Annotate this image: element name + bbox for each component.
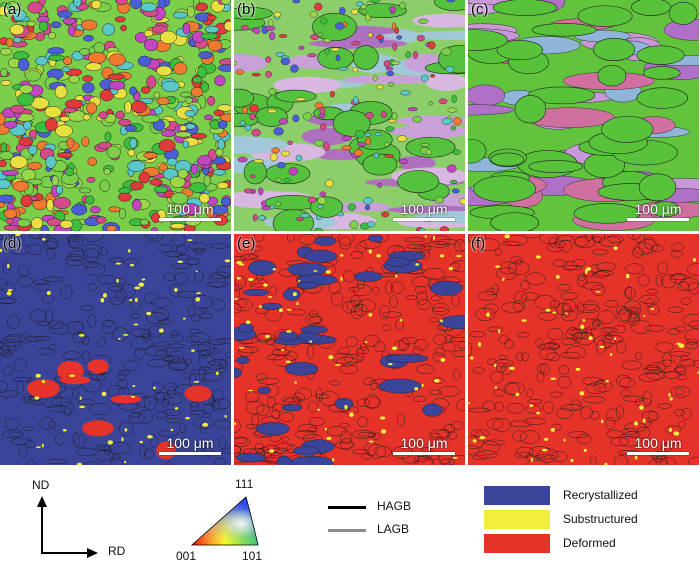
rd-axis-label: RD [108, 544, 126, 558]
scale-bar: 100 μm [159, 436, 221, 455]
ebsd-panel-d: (d) 100 μm [0, 234, 231, 465]
ebsd-panel-a: (a) 100 μm [0, 0, 231, 231]
phase-map [468, 234, 699, 465]
scale-bar-label: 100 μm [166, 435, 214, 451]
ipf-key-label-top: 111 [235, 477, 254, 491]
phase-map [234, 234, 465, 465]
substructured-swatch [484, 510, 550, 529]
scale-bar: 100 μm [393, 436, 455, 455]
ebsd-panel-e: (e) 100 μm [234, 234, 465, 465]
substructured-label: Substructured [563, 512, 638, 526]
scale-bar-line [159, 218, 221, 221]
scale-bar: 100 μm [627, 436, 689, 455]
scale-bar: 100 μm [627, 202, 689, 221]
ebsd-panel-f: (f) 100 μm [468, 234, 699, 465]
ipf-key-label-left: 001 [176, 549, 197, 563]
panel-label: (a) [3, 1, 22, 18]
scale-bar-label: 100 μm [634, 435, 682, 451]
scale-bar: 100 μm [159, 202, 221, 221]
ipf-color-key [190, 496, 259, 546]
lagb-label: LAGB [377, 522, 410, 536]
scale-bar: 100 μm [393, 202, 455, 221]
ipf-map [234, 0, 465, 231]
hagb-line-sample [328, 506, 366, 509]
ipf-key-label-right: 101 [242, 549, 263, 563]
panel-label: (d) [3, 235, 22, 252]
scale-bar-line [627, 452, 689, 455]
scale-bar-label: 100 μm [400, 435, 448, 451]
recrystallized-swatch [484, 486, 550, 505]
nd-axis-label: ND [32, 478, 50, 492]
recrystallized-label: Recrystallized [563, 488, 638, 502]
deformed-swatch [484, 534, 550, 553]
sample-axes [37, 496, 98, 558]
scale-bar-line [159, 452, 221, 455]
ipf-map [0, 0, 231, 231]
lagb-line-sample [328, 529, 366, 532]
phase-map [0, 234, 231, 465]
scale-bar-label: 100 μm [166, 201, 214, 217]
ebsd-panel-b: (b) 100 μm [234, 0, 465, 231]
scale-bar-line [393, 452, 455, 455]
scale-bar-line [627, 218, 689, 221]
panel-label: (f) [471, 235, 486, 252]
hagb-label: HAGB [377, 499, 412, 513]
ebsd-panel-c: (c) 100 μm [468, 0, 699, 231]
panel-label: (e) [237, 235, 256, 252]
scale-bar-line [393, 218, 455, 221]
scale-bar-label: 100 μm [634, 201, 682, 217]
scale-bar-label: 100 μm [400, 201, 448, 217]
ipf-map [468, 0, 699, 231]
deformed-label: Deformed [563, 536, 616, 550]
panel-label: (b) [237, 1, 256, 18]
panel-label: (c) [471, 1, 489, 18]
